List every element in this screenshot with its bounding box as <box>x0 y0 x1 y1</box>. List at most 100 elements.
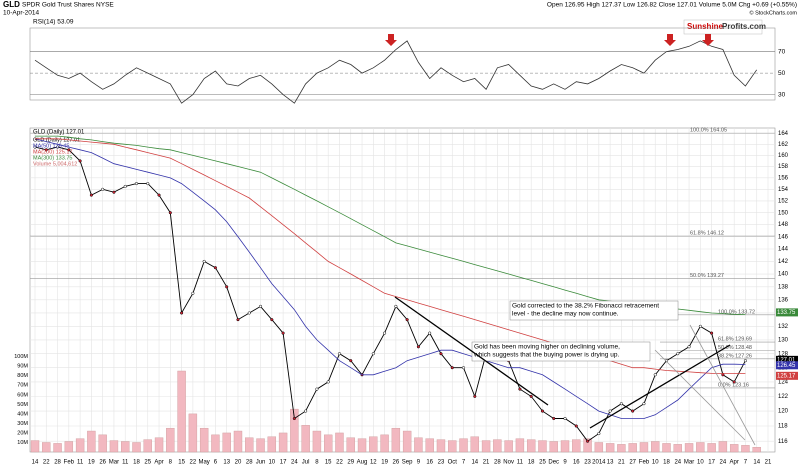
x-tick-label: 24 <box>291 460 298 466</box>
x-tick-label: 14 <box>471 460 478 466</box>
x-tick-label: 6 <box>214 460 218 466</box>
volume-bar <box>673 444 682 453</box>
y-tick-label: 50 <box>778 70 786 77</box>
x-tick-label: 29 <box>347 460 354 466</box>
y-tick-label: 160 <box>778 153 789 159</box>
volume-bar <box>436 439 446 453</box>
price-point <box>112 190 116 194</box>
x-tick-label: 13 <box>223 460 230 466</box>
x-tick-label: 13 <box>607 460 614 466</box>
volume-bar <box>132 442 141 453</box>
volume-tick-label: 30M <box>17 421 28 427</box>
y-tick-label: 148 <box>778 222 789 228</box>
volume-bar <box>741 445 750 453</box>
volume-bar <box>662 443 671 453</box>
volume-bar <box>617 444 626 453</box>
x-tick-label: 25 <box>144 460 151 466</box>
x-tick-label: May <box>198 460 209 466</box>
price-tag <box>776 361 798 370</box>
volume-bar <box>549 441 558 453</box>
price-point <box>405 318 409 322</box>
volume-tick-label: 20M <box>17 430 28 436</box>
fib-label: 61.8% 129.69 <box>718 336 752 342</box>
x-tick-label: 10 <box>268 460 275 466</box>
volume-bar <box>53 443 62 453</box>
volume-bar <box>684 443 694 453</box>
price-point <box>67 148 71 152</box>
volume-bar <box>402 430 412 453</box>
price-point <box>78 159 82 163</box>
price-point <box>642 402 646 406</box>
x-tick-label: Nov <box>503 460 514 466</box>
x-tick-label: 22 <box>336 460 343 466</box>
price-point <box>101 187 105 191</box>
volume-bar <box>211 434 220 453</box>
price-point <box>428 331 432 335</box>
x-tick-label: 7 <box>462 460 466 466</box>
price-point <box>315 387 319 391</box>
price-point <box>191 291 195 295</box>
legend-entry: MA(50) 126.45 <box>33 143 69 149</box>
y-tick-label: 132 <box>778 324 789 330</box>
volume-tick-label: 70M <box>17 383 28 389</box>
price-point <box>552 416 556 421</box>
volume-bar <box>222 432 231 453</box>
price-tag-label: 126.45 <box>777 363 796 369</box>
x-tick-label: 23 <box>584 460 591 466</box>
fib-label: 0.0% 123.16 <box>718 382 749 388</box>
price-point <box>540 409 545 413</box>
legend-entry: MA(300) 133.75 <box>33 155 72 161</box>
fib-label: 38.2% 127.26 <box>718 353 752 359</box>
volume-bar <box>301 425 310 453</box>
x-tick-label: 21 <box>618 460 625 466</box>
price-tag-label: 133.75 <box>777 310 796 316</box>
y-tick-label: 130 <box>778 338 789 344</box>
price-point <box>56 145 60 149</box>
rsi-line <box>34 40 758 104</box>
logo: Profits.com <box>722 22 766 31</box>
fib-label: 50.0% 128.48 <box>718 345 752 351</box>
x-tick-label: 15 <box>178 460 185 466</box>
price-point <box>416 345 420 349</box>
y-tick-label: 136 <box>778 297 789 303</box>
volume-tick-label: 100M <box>14 354 28 360</box>
trend-line <box>589 344 731 429</box>
price-tag <box>776 371 798 380</box>
volume-bar <box>357 438 367 453</box>
annotation: level - the decline may now continue. <box>512 311 619 318</box>
price-point <box>608 409 612 413</box>
security-name: SPDR Gold Trust Shares NYSE <box>22 2 114 9</box>
price-point <box>247 311 251 315</box>
x-tick-label: Mar <box>109 460 119 466</box>
arrow <box>385 34 397 46</box>
trend-line <box>394 296 549 406</box>
price-point <box>743 359 747 363</box>
volume-bar <box>267 436 277 453</box>
x-tick-label: Jun <box>256 460 266 466</box>
x-tick-label: 10 <box>697 460 704 466</box>
volume-bar <box>177 370 186 453</box>
price-point <box>134 182 139 186</box>
price-point <box>631 409 635 413</box>
volume-bar <box>729 444 739 453</box>
x-tick-label: 11 <box>517 460 524 466</box>
legend-entry: Volume 5,004,612 <box>33 161 77 167</box>
y-tick-label: 150 <box>778 210 789 216</box>
price-line <box>35 138 746 374</box>
price-point <box>473 394 477 398</box>
x-tick-label: 22 <box>43 460 50 466</box>
x-tick-label: 18 <box>133 460 140 466</box>
x-tick-label: 23 <box>438 460 445 466</box>
volume-bar <box>233 430 243 453</box>
price-point <box>281 331 285 335</box>
price-point <box>563 416 567 421</box>
volume-bar <box>448 440 457 453</box>
x-tick-label: Feb <box>64 460 75 466</box>
quote: Open 126.95 High 127.37 Low 126.82 Close… <box>547 2 797 9</box>
annotation: Gold corrected to the 38.2% Fibonacci re… <box>512 303 659 310</box>
volume-bar <box>651 441 660 453</box>
volume-bar <box>605 443 615 453</box>
volume-tick-label: 40M <box>17 411 28 417</box>
x-tick-label: Apr <box>729 460 738 466</box>
